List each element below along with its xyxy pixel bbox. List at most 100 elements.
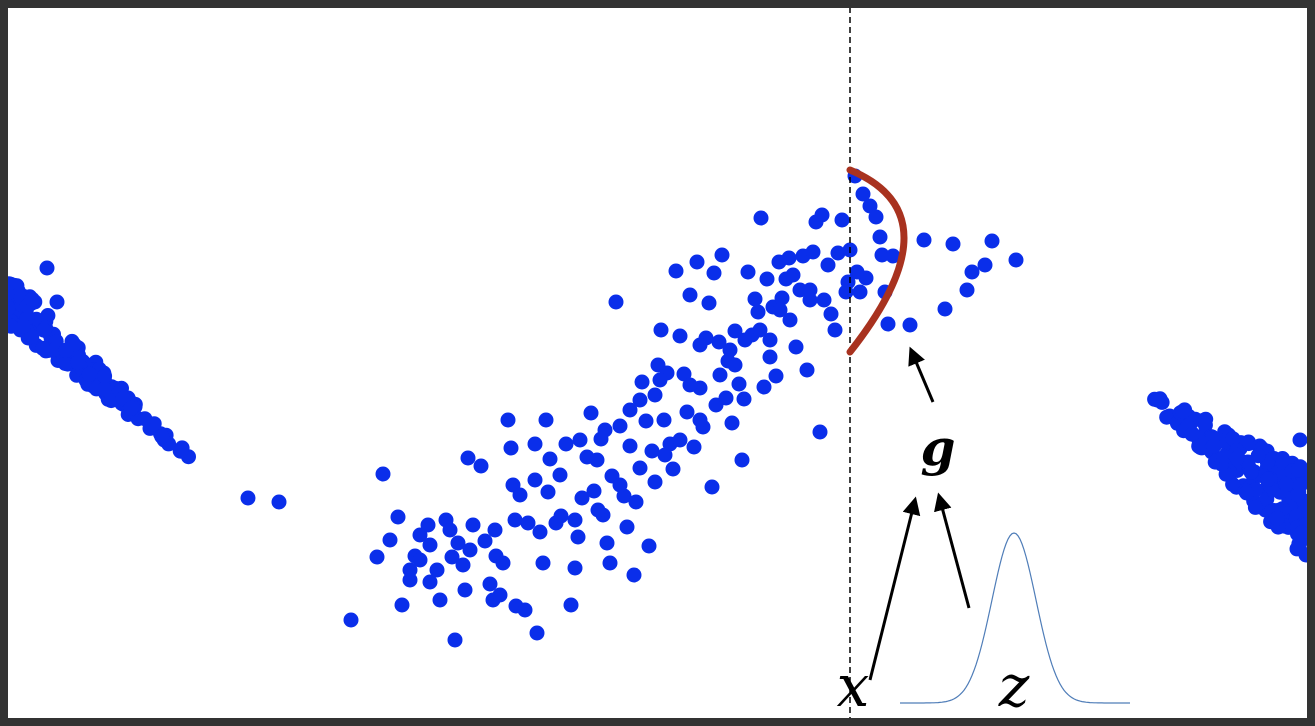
- scatter-point: [657, 447, 673, 463]
- scatter-point: [984, 233, 1000, 249]
- scatter-point: [123, 400, 139, 416]
- scatter-point: [774, 290, 790, 306]
- scatter-point: [834, 212, 850, 228]
- scatter-point: [460, 450, 476, 466]
- scatter-point: [672, 432, 688, 448]
- scatter-point: [602, 555, 618, 571]
- scatter-point: [49, 294, 65, 310]
- scatter-point: [756, 379, 772, 395]
- scatter-point: [665, 461, 681, 477]
- scatter-point: [517, 602, 533, 618]
- scatter-point: [343, 612, 359, 628]
- scatter-point: [574, 490, 590, 506]
- scatter-point: [652, 372, 668, 388]
- scatter-point: [1269, 510, 1285, 526]
- scatter-point: [1290, 462, 1306, 478]
- scatter-point: [812, 424, 828, 440]
- scatter-point: [1184, 426, 1200, 442]
- scatter-point: [390, 509, 406, 525]
- scatter-point: [527, 436, 543, 452]
- scatter-point: [240, 490, 256, 506]
- scatter-point: [626, 567, 642, 583]
- scatter-point: [1229, 450, 1245, 466]
- scatter-point: [619, 519, 635, 535]
- scatter-point: [880, 316, 896, 332]
- scatter-point: [722, 342, 738, 358]
- scatter-point: [7, 300, 16, 316]
- scatter-point: [450, 535, 466, 551]
- scatter-point: [1239, 485, 1255, 501]
- scatter-point: [599, 535, 615, 551]
- scatter-point: [1225, 431, 1241, 447]
- scatter-point: [1292, 432, 1308, 448]
- scatter-point: [747, 291, 763, 307]
- scatter-point: [173, 443, 189, 459]
- label-g: g: [921, 418, 956, 477]
- scatter-point: [753, 210, 769, 226]
- scatter-point: [1292, 478, 1308, 494]
- scatter-point: [676, 366, 692, 382]
- scatter-point: [964, 264, 980, 280]
- scatter-point: [81, 366, 97, 382]
- scatter-point: [632, 392, 648, 408]
- scatter-point: [487, 522, 503, 538]
- scatter-point: [977, 257, 993, 273]
- scatter-point: [692, 412, 708, 428]
- scatter-point: [552, 467, 568, 483]
- scatter-point: [814, 207, 830, 223]
- gaussian-density-curve: [900, 532, 1130, 704]
- scatter-point: [137, 411, 153, 427]
- scatter-point: [412, 552, 428, 568]
- scatter-point: [1293, 525, 1308, 541]
- scatter-point: [731, 376, 747, 392]
- scatter-point: [632, 460, 648, 476]
- scatter-point: [686, 439, 702, 455]
- scatter-point: [762, 349, 778, 365]
- scatter-point: [802, 282, 818, 298]
- scatter-point: [682, 377, 698, 393]
- scatter-point: [492, 587, 508, 603]
- scatter-point: [465, 517, 481, 533]
- scatter-point: [727, 323, 743, 339]
- scatter-point: [597, 422, 613, 438]
- scatter-point: [799, 362, 815, 378]
- scatter-point: [447, 632, 463, 648]
- scatter-point: [97, 368, 113, 384]
- scatter-point: [641, 538, 657, 554]
- scatter-point: [653, 322, 669, 338]
- scatter-point: [535, 555, 551, 571]
- scatter-point: [727, 357, 743, 373]
- scatter-point: [271, 494, 287, 510]
- scatter-point: [402, 562, 418, 578]
- scatter-point: [532, 524, 548, 540]
- scatter-point: [375, 466, 391, 482]
- scatter-point: [586, 483, 602, 499]
- scatter-point: [916, 232, 932, 248]
- scatter-point: [512, 487, 528, 503]
- scatter-point: [830, 245, 846, 261]
- scatter-point: [553, 508, 569, 524]
- scatter-point: [737, 332, 753, 348]
- scatter-point: [781, 250, 797, 266]
- scatter-point: [482, 576, 498, 592]
- scatter-point: [369, 549, 385, 565]
- scatter-point: [704, 479, 720, 495]
- scatter-point: [7, 318, 19, 334]
- scatter-point: [622, 402, 638, 418]
- scatter-point: [868, 209, 884, 225]
- scatter-point: [734, 452, 750, 468]
- scatter-point: [712, 367, 728, 383]
- scatter-point: [874, 247, 890, 263]
- scatter-point: [706, 265, 722, 281]
- scatter-point: [422, 537, 438, 553]
- arrow-x-to-g: [868, 496, 921, 681]
- scatter-point: [538, 412, 554, 428]
- scatter-point: [507, 512, 523, 528]
- scatter-point: [39, 260, 55, 276]
- scatter-point: [768, 368, 784, 384]
- scatter-point: [542, 451, 558, 467]
- region-arc: [846, 166, 908, 356]
- scatter-point: [937, 301, 953, 317]
- scatter-point: [432, 592, 448, 608]
